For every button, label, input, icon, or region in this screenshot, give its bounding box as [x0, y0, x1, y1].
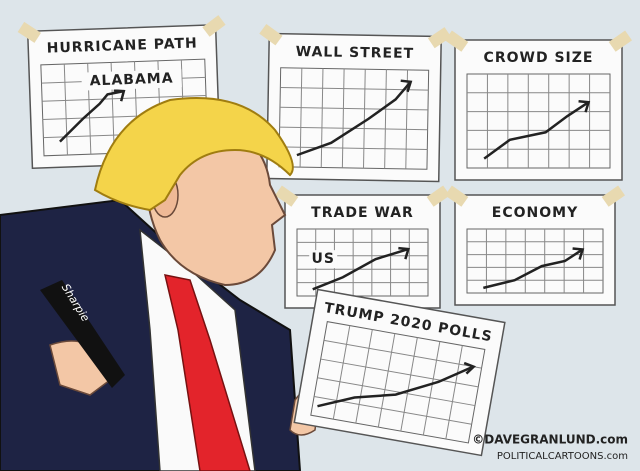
credit-syndicate: POLITICALCARTOONS.com	[497, 451, 628, 462]
arrowhead	[463, 361, 476, 375]
panel-title: CROWD SIZE	[484, 50, 594, 66]
grid-line	[363, 69, 366, 169]
chart-panel: ECONOMY	[445, 185, 625, 306]
figure: Sharpie	[0, 97, 321, 471]
panel-title: ECONOMY	[492, 205, 578, 221]
grid-line	[279, 106, 428, 111]
paper	[454, 39, 623, 181]
tape	[17, 21, 41, 43]
paper	[265, 32, 443, 183]
panel-annotation: ALABAMA	[89, 70, 173, 89]
held-chart: TRUMP 2020 POLLS	[293, 288, 506, 457]
tape	[259, 23, 283, 46]
grid-frame	[466, 228, 604, 294]
grid-line	[384, 69, 387, 169]
tie	[164, 274, 251, 471]
grid-line	[355, 329, 373, 424]
grid-line	[42, 95, 207, 102]
grid-line	[377, 333, 396, 428]
arrowhead	[400, 79, 413, 93]
panel-annotation: US	[311, 251, 334, 267]
grid-line	[332, 325, 351, 420]
trend-arrow	[296, 81, 412, 157]
grid-line	[445, 345, 463, 440]
chart-panel: CROWD SIZE	[445, 30, 632, 181]
grid-line	[400, 337, 418, 432]
grid-line	[317, 377, 476, 407]
tape	[426, 185, 450, 207]
panel-title: TRADE WAR	[311, 205, 414, 221]
chart-panel: WALL STREET	[259, 23, 452, 183]
trend-arrow	[59, 89, 125, 143]
credit-site: ©DAVEGRANLUND.com	[472, 433, 628, 447]
grid-line	[341, 68, 345, 168]
grid-line	[323, 339, 482, 369]
tape	[601, 185, 625, 207]
hair	[93, 97, 294, 212]
grid-line	[320, 358, 479, 388]
trend-arrow	[317, 366, 473, 408]
annotation-bg	[81, 69, 182, 91]
grid-frame	[466, 73, 611, 169]
tape	[427, 27, 452, 49]
panel-title: WALL STREET	[296, 44, 415, 62]
tape	[445, 185, 469, 207]
marker	[40, 280, 125, 388]
grid-line	[320, 68, 324, 168]
trend-arrow	[483, 101, 590, 160]
tape	[275, 185, 299, 207]
arrowhead	[113, 89, 126, 102]
grid-frame	[278, 67, 430, 170]
grid-line	[422, 341, 441, 436]
tape	[202, 15, 226, 37]
grid-frame	[310, 321, 486, 444]
trend-arrow	[312, 247, 409, 291]
trend-arrow	[483, 248, 584, 290]
grid-line	[63, 64, 68, 156]
arrowhead	[572, 247, 585, 260]
grid-line	[279, 146, 428, 150]
annotation-bg	[309, 250, 338, 269]
grid-frame	[296, 228, 429, 297]
tape	[445, 30, 469, 52]
arrowhead	[398, 246, 410, 260]
grid-line	[299, 68, 303, 168]
chart-panel: TRADE WAR US	[275, 185, 450, 309]
tape	[608, 30, 632, 52]
paper	[454, 194, 616, 306]
arrowhead	[578, 99, 591, 113]
panel-title: HURRICANE PATH	[46, 35, 198, 56]
